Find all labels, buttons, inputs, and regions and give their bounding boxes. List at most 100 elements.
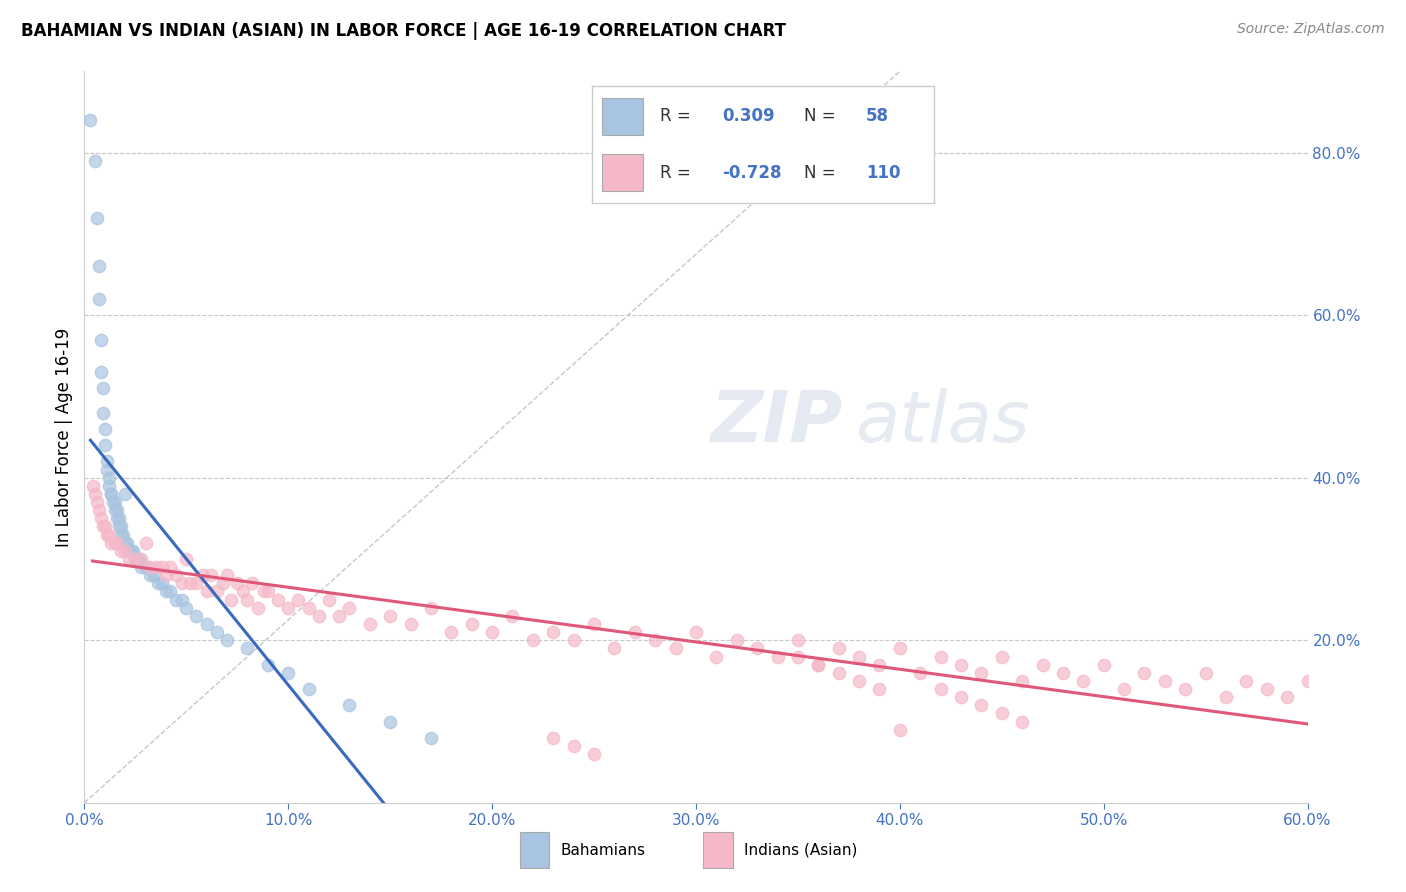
Point <box>481 625 503 640</box>
Point <box>97 527 120 541</box>
Point <box>135 560 157 574</box>
Point <box>1133 665 1156 680</box>
Point <box>122 544 145 558</box>
Point <box>135 535 157 549</box>
Point <box>287 592 309 607</box>
Point <box>93 519 115 533</box>
Point <box>1174 681 1197 696</box>
Point <box>90 365 112 379</box>
Point <box>100 535 122 549</box>
Point <box>217 568 239 582</box>
Point <box>277 665 299 680</box>
Point <box>96 462 118 476</box>
Point <box>685 625 707 640</box>
Point <box>105 503 128 517</box>
Text: BAHAMIAN VS INDIAN (ASIAN) IN LABOR FORCE | AGE 16-19 CORRELATION CHART: BAHAMIAN VS INDIAN (ASIAN) IN LABOR FORC… <box>21 22 786 40</box>
Point <box>1073 673 1095 688</box>
Point <box>174 600 197 615</box>
Point <box>1236 673 1258 688</box>
Point <box>399 617 422 632</box>
Point <box>869 681 891 696</box>
Point <box>87 260 110 274</box>
Text: atlas: atlas <box>855 388 1029 457</box>
Point <box>120 544 142 558</box>
Point <box>328 608 350 623</box>
Point <box>869 657 891 672</box>
Point <box>179 576 201 591</box>
Point <box>1296 673 1319 688</box>
Point <box>205 584 228 599</box>
Point <box>1215 690 1237 705</box>
Point <box>848 673 870 688</box>
Point <box>104 495 127 509</box>
Point <box>929 681 952 696</box>
Point <box>138 560 160 574</box>
Point <box>82 479 104 493</box>
Point <box>970 665 993 680</box>
Point <box>236 641 259 656</box>
Point <box>562 739 585 753</box>
Point <box>155 568 177 582</box>
Point <box>105 511 128 525</box>
Point <box>828 665 851 680</box>
Point <box>1277 690 1299 705</box>
Point <box>461 617 484 632</box>
Point <box>970 698 993 713</box>
Point <box>1011 673 1033 688</box>
Point <box>83 153 105 168</box>
Point <box>1052 665 1074 680</box>
Point <box>298 681 321 696</box>
Point <box>128 552 150 566</box>
Point <box>339 698 361 713</box>
Point <box>100 487 122 501</box>
Point <box>131 560 153 574</box>
Point <box>91 406 114 420</box>
Point <box>240 576 263 591</box>
Point <box>101 495 124 509</box>
Point <box>165 592 187 607</box>
Point <box>155 584 177 599</box>
Point <box>502 608 524 623</box>
Point <box>420 600 443 615</box>
Point <box>257 657 280 672</box>
Point <box>1032 657 1054 672</box>
Point <box>83 487 105 501</box>
Point <box>308 608 330 623</box>
Point <box>91 381 114 395</box>
Point <box>226 576 249 591</box>
Point <box>828 641 851 656</box>
Point <box>142 568 165 582</box>
Point <box>543 625 565 640</box>
Point <box>114 544 136 558</box>
Point <box>110 527 132 541</box>
Point <box>172 576 194 591</box>
Point <box>97 471 120 485</box>
Point <box>200 568 222 582</box>
Point <box>174 552 197 566</box>
Point <box>583 617 606 632</box>
Point <box>889 641 911 656</box>
Point <box>212 576 235 591</box>
Point <box>110 544 132 558</box>
Y-axis label: In Labor Force | Age 16-19: In Labor Force | Age 16-19 <box>55 327 73 547</box>
Point <box>1092 657 1115 672</box>
Point <box>950 657 973 672</box>
Point <box>929 649 952 664</box>
Point <box>253 584 276 599</box>
Point <box>766 649 789 664</box>
Point <box>93 422 115 436</box>
Point <box>145 560 167 574</box>
Point <box>991 706 1014 721</box>
Point <box>186 576 208 591</box>
Point <box>118 544 141 558</box>
Point <box>298 600 321 615</box>
Point <box>108 511 131 525</box>
Point <box>219 592 242 607</box>
Point <box>146 576 169 591</box>
Point <box>747 641 769 656</box>
Point <box>93 438 115 452</box>
Point <box>807 657 830 672</box>
Point <box>90 333 112 347</box>
Point <box>115 535 138 549</box>
Point <box>87 503 110 517</box>
